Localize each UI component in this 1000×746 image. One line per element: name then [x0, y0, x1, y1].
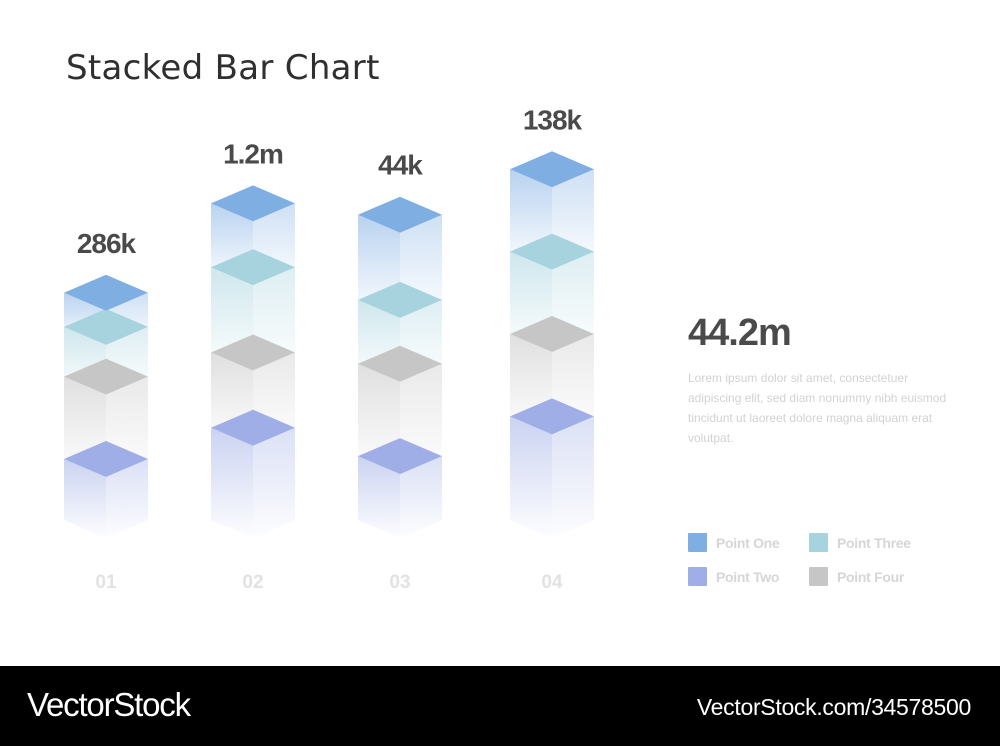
bar-segment-point-two [211, 427, 295, 538]
bar-top-diamond [510, 233, 594, 270]
bar-face-right [106, 458, 148, 538]
legend-label: Point One [716, 534, 780, 551]
bar-total-label: 286k [77, 228, 137, 259]
summary-description: Lorem ipsum dolor sit amet, consectetuer… [688, 371, 947, 445]
image-id: VectorStock.com/34578500 [696, 694, 971, 720]
bar-top-diamond [64, 308, 148, 345]
bar-04 [510, 151, 594, 538]
bar-top-diamond [64, 358, 148, 395]
bar-top-diamond [358, 281, 442, 318]
bar-top-diamond [510, 151, 594, 188]
legend-item-point-one: Point One [688, 533, 780, 552]
bar-face-left [358, 456, 400, 538]
legend-label: Point Four [837, 568, 904, 585]
chart-title: Stacked Bar Chart [66, 48, 380, 88]
bar-segment-point-two [358, 456, 442, 538]
bar-face-right [400, 456, 442, 538]
bar-top-diamond [358, 196, 442, 233]
bar-face-left [510, 416, 552, 538]
category-label: 03 [389, 572, 410, 593]
bar-top-diamond [64, 440, 148, 477]
bar-top-diamond [510, 398, 594, 435]
legend-item-point-three: Point Three [809, 533, 911, 552]
bar-face-left [64, 458, 106, 538]
stacked-bar-chart: 286k 01 1.2m 02 44k 03 138k 04 [64, 104, 594, 593]
vectorstock-logo: VectorStock [27, 686, 191, 723]
bar-02 [211, 185, 295, 538]
bar-top-diamond [358, 345, 442, 382]
category-label: 01 [95, 572, 117, 593]
bar-segment-point-two [64, 458, 148, 538]
legend-swatch [688, 533, 707, 552]
legend-label: Point Two [716, 568, 780, 585]
legend-item-point-four: Point Four [809, 567, 904, 586]
bar-face-right [552, 416, 594, 538]
bar-01 [64, 274, 148, 538]
watermark-footer: VectorStock VectorStock.com/34578500 [0, 666, 1000, 746]
legend-swatch [688, 567, 707, 586]
summary-total: 44.2m [688, 312, 792, 354]
bar-top-diamond [211, 249, 295, 286]
bar-total-label: 44k [378, 150, 423, 181]
bar-top-diamond [211, 334, 295, 371]
bar-face-left [211, 427, 253, 538]
bar-top-diamond [358, 438, 442, 475]
category-label: 04 [541, 572, 563, 593]
legend-label: Point Three [837, 534, 911, 551]
legend-swatch [809, 533, 828, 552]
bar-total-label: 1.2m [223, 138, 283, 169]
category-label: 02 [242, 572, 263, 593]
bar-segment-point-two [510, 416, 594, 538]
bar-top-diamond [64, 274, 148, 311]
bar-03 [358, 196, 442, 538]
bar-top-diamond [211, 185, 295, 222]
legend-item-point-two: Point Two [688, 567, 779, 586]
bar-top-diamond [211, 409, 295, 446]
bar-total-label: 138k [523, 104, 583, 135]
bar-face-right [253, 427, 295, 538]
bar-top-diamond [510, 315, 594, 352]
legend-swatch [809, 567, 828, 586]
